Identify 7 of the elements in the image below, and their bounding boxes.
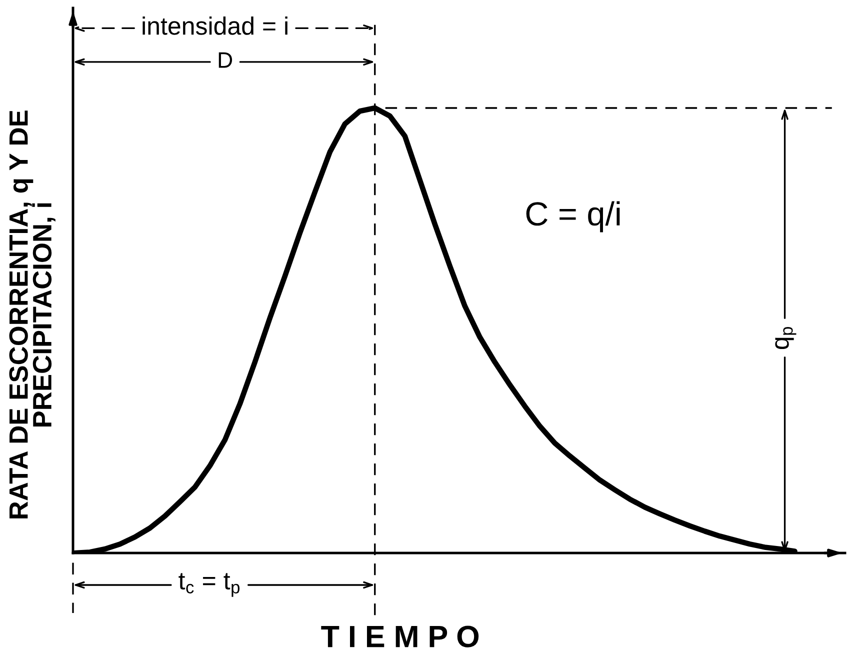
text: intensidad = i xyxy=(142,16,288,35)
x-axis-title: T I E M P O xyxy=(321,626,479,648)
text: t$_{c}$ = t$_{p}$ xyxy=(178,573,240,597)
text: D xyxy=(218,52,232,68)
annotation: q$_{p}$ xyxy=(775,326,796,350)
annotation: C = q/i xyxy=(526,201,620,232)
y-axis-title: RATA DE ESCORRENTIA, q Y DE PRECIPITACION, i xyxy=(9,110,56,518)
